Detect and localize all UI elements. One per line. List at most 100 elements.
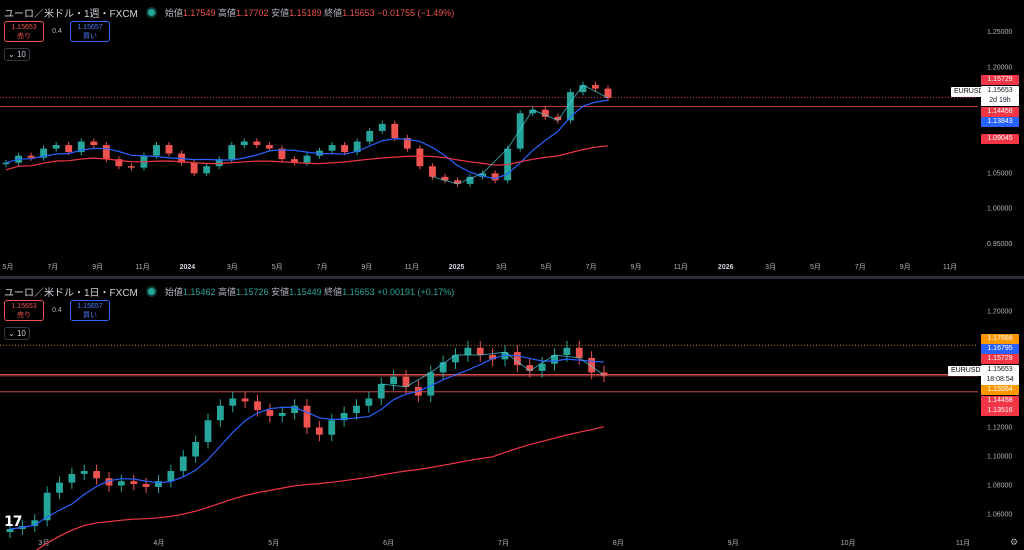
- ma-long-line: [35, 426, 605, 550]
- high-value: 1.15726: [236, 287, 269, 297]
- time-axis-label: 9月: [900, 263, 911, 271]
- daily-ohlc: 始値1.15462 高値1.15726 安値1.15449 終値1.15653 …: [165, 285, 454, 298]
- ma-short-line: [5, 99, 609, 180]
- weekly-chart-canvas[interactable]: 1.250001.200001.100001.050001.000000.950…: [0, 0, 1024, 276]
- buy-price: 1.15657: [77, 303, 103, 310]
- candle-body: [253, 141, 261, 146]
- price-tag: 1.15729: [981, 75, 1019, 85]
- high-value: 1.17702: [236, 8, 269, 18]
- market-open-icon: [147, 9, 155, 16]
- candle-body: [265, 145, 273, 149]
- candle-body: [600, 372, 608, 376]
- candle-body: [179, 456, 187, 471]
- open-value: 1.17549: [182, 8, 216, 18]
- indicator-count: 10: [16, 329, 26, 338]
- candle-body: [105, 478, 113, 486]
- time-axis-label: 5月: [272, 263, 283, 271]
- time-axis-label: 9月: [361, 263, 372, 271]
- change-value: −0.01755 (−1.49%): [377, 8, 455, 18]
- candle-body: [402, 376, 410, 387]
- time-axis-label: 8月: [613, 539, 624, 547]
- ma-short-line: [9, 354, 605, 530]
- candle-body: [328, 420, 336, 435]
- daily-trade-buttons: 1.15653 売り 0.4 1.15657 買い: [4, 300, 110, 321]
- time-axis-label: 7月: [855, 263, 866, 271]
- candle-body: [254, 401, 261, 411]
- candle-body: [240, 141, 248, 146]
- candle-body: [604, 88, 612, 98]
- time-axis-label: 7月: [498, 539, 509, 547]
- sell-button[interactable]: 1.15653 売り: [4, 300, 44, 321]
- candle-body: [489, 355, 497, 360]
- time-axis-label: 11月: [135, 263, 149, 271]
- weekly-chart-pane[interactable]: 1.250001.200001.100001.050001.000000.950…: [0, 0, 1024, 276]
- time-axis-label: 2025: [449, 264, 465, 271]
- bar-countdown: 18:08:54: [981, 375, 1019, 385]
- price-axis-label: 1.05000: [987, 170, 1012, 177]
- candle-body: [526, 365, 534, 371]
- candle-body: [592, 85, 599, 89]
- price-axis-label: 1.25000: [987, 29, 1012, 36]
- candle-body: [117, 481, 125, 486]
- candle-body: [377, 384, 385, 399]
- candle-body: [77, 141, 85, 153]
- gear-icon[interactable]: ⚙: [1010, 537, 1019, 547]
- time-axis-label: 3月: [496, 263, 507, 271]
- price-tag: 1.17668: [981, 334, 1019, 344]
- candle-body: [80, 471, 88, 474]
- candle-body: [466, 176, 474, 184]
- time-axis-label: 9月: [631, 263, 642, 271]
- candle-body: [203, 166, 211, 174]
- sell-button[interactable]: 1.15653 売り: [4, 21, 44, 42]
- price-axis-label: 1.08000: [987, 483, 1012, 490]
- close-label: 終値: [324, 287, 343, 297]
- buy-button[interactable]: 1.15657 買い: [70, 21, 110, 42]
- candle-body: [165, 145, 173, 154]
- close-label: 終値: [324, 8, 343, 18]
- candle-body: [56, 482, 63, 493]
- spread-value: 0.4: [52, 307, 62, 314]
- pane-divider[interactable]: [0, 276, 1024, 279]
- time-axis-label: 2026: [718, 264, 734, 271]
- candle-body: [40, 148, 48, 158]
- buy-label: 買い: [83, 312, 97, 319]
- symbol-price-tag: EURUSD: [951, 87, 987, 97]
- candle-body: [439, 362, 447, 373]
- buy-button[interactable]: 1.15657 買い: [70, 300, 110, 321]
- low-label: 安値: [271, 287, 290, 297]
- time-axis-label: 5月: [268, 539, 279, 547]
- candle-body: [167, 471, 175, 482]
- weekly-trade-buttons: 1.15653 売り 0.4 1.15657 買い: [4, 21, 110, 42]
- time-axis-label: 7月: [47, 263, 58, 271]
- weekly-legend: ユーロ／米ドル・1週・FXCM 始値1.17549 高値1.17702 安値1.…: [4, 5, 454, 20]
- candle-body: [328, 145, 336, 151]
- candle-body: [6, 529, 14, 533]
- candle-body: [428, 166, 436, 177]
- candle-body: [441, 176, 449, 181]
- candle-body: [303, 155, 311, 163]
- candle-body: [341, 145, 349, 153]
- candle-body: [127, 166, 135, 168]
- price-tag: 1.15653: [981, 365, 1019, 375]
- daily-chart-canvas[interactable]: 1.20000 1.12000 1.10000 1.08000 1.06000 3月 4月 5…: [0, 279, 1024, 550]
- candle-body: [204, 420, 212, 442]
- indicators-toggle[interactable]: ⌄ 10: [4, 327, 30, 340]
- daily-chart-pane[interactable]: 1.20000 1.12000 1.10000 1.08000 1.06000 3月 4月 5…: [0, 279, 1024, 550]
- time-axis-label: 4月: [153, 539, 164, 547]
- spread-value: 0.4: [52, 28, 62, 35]
- weekly-symbol-title[interactable]: ユーロ／米ドル・1週・FXCM: [4, 9, 138, 20]
- candle-body: [541, 109, 549, 117]
- tradingview-logo-icon[interactable]: 17: [4, 514, 23, 530]
- candle-body: [52, 145, 60, 149]
- candle-body: [31, 520, 39, 527]
- candle-body: [403, 138, 411, 149]
- time-axis-label: 7月: [317, 263, 328, 271]
- indicators-toggle[interactable]: ⌄ 10: [4, 48, 30, 61]
- candle-body: [579, 85, 587, 93]
- daily-symbol-title[interactable]: ユーロ／米ドル・1日・FXCM: [4, 288, 138, 299]
- open-label: 始値: [164, 8, 183, 18]
- candle-body: [155, 481, 162, 487]
- price-tag: 1.15564: [981, 385, 1019, 395]
- candle-body: [43, 492, 51, 521]
- candle-body: [2, 162, 10, 165]
